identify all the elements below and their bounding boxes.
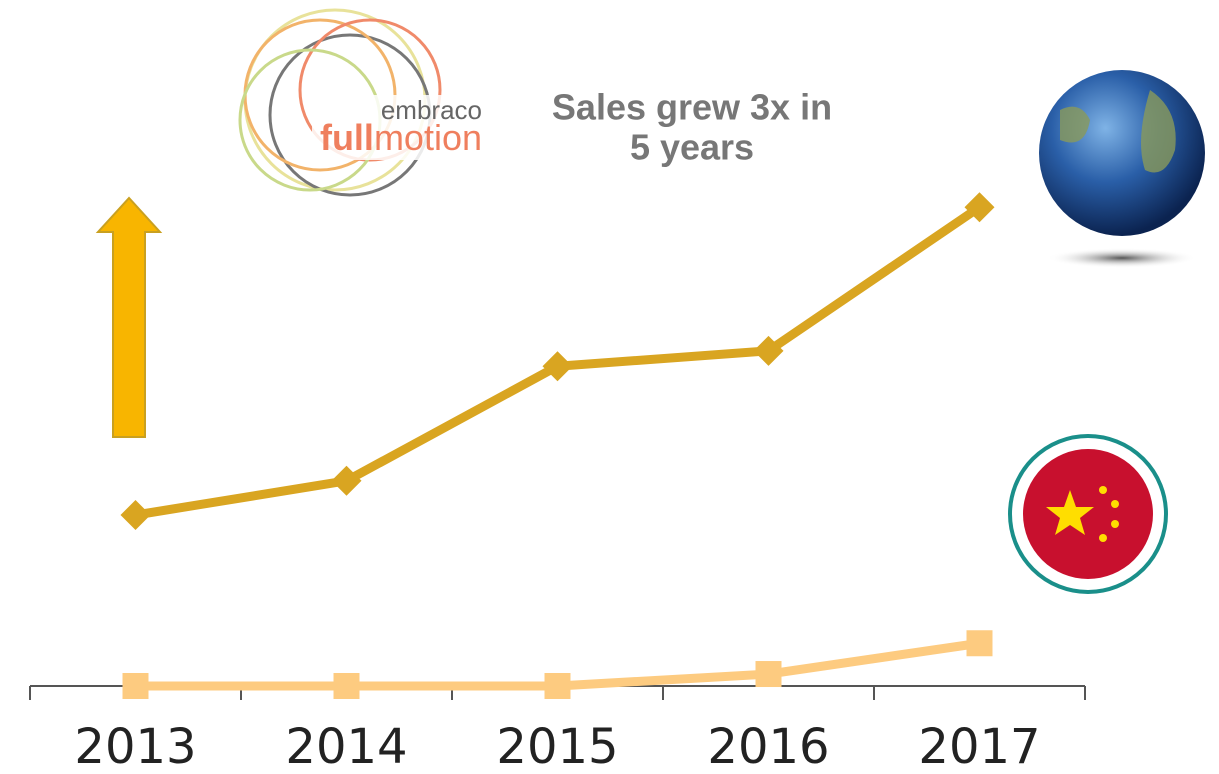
marker bbox=[966, 630, 993, 657]
logo-name-bold: full bbox=[320, 117, 374, 158]
globe-shadow bbox=[1047, 248, 1197, 268]
logo-brand: embraco bbox=[381, 95, 482, 125]
x-tick-label: 2013 bbox=[74, 719, 196, 774]
marker bbox=[755, 661, 782, 688]
marker bbox=[331, 465, 362, 496]
marker bbox=[544, 673, 571, 699]
marker bbox=[964, 192, 995, 223]
x-tick-label: 2014 bbox=[285, 719, 407, 774]
china-flag bbox=[1023, 449, 1153, 579]
x-tick-label: 2016 bbox=[707, 719, 829, 774]
flag-star bbox=[1046, 490, 1094, 535]
logo-backdrop bbox=[312, 95, 487, 160]
chart-title: 5 years bbox=[630, 127, 754, 168]
x-tick-label: 2017 bbox=[918, 719, 1040, 774]
marker bbox=[120, 500, 151, 530]
globe-land bbox=[1060, 90, 1176, 173]
globe bbox=[1039, 70, 1205, 236]
marker bbox=[122, 673, 149, 699]
up-arrow bbox=[95, 196, 163, 438]
logo-name: fullmotion bbox=[320, 117, 482, 158]
marker bbox=[542, 351, 573, 382]
marker bbox=[753, 335, 784, 366]
chart-title: Sales grew 3x in bbox=[552, 87, 832, 128]
x-tick-label: 2015 bbox=[496, 719, 618, 774]
flag-small-stars bbox=[1099, 486, 1119, 542]
logo-name-rest: motion bbox=[374, 117, 482, 158]
marker bbox=[333, 673, 360, 699]
